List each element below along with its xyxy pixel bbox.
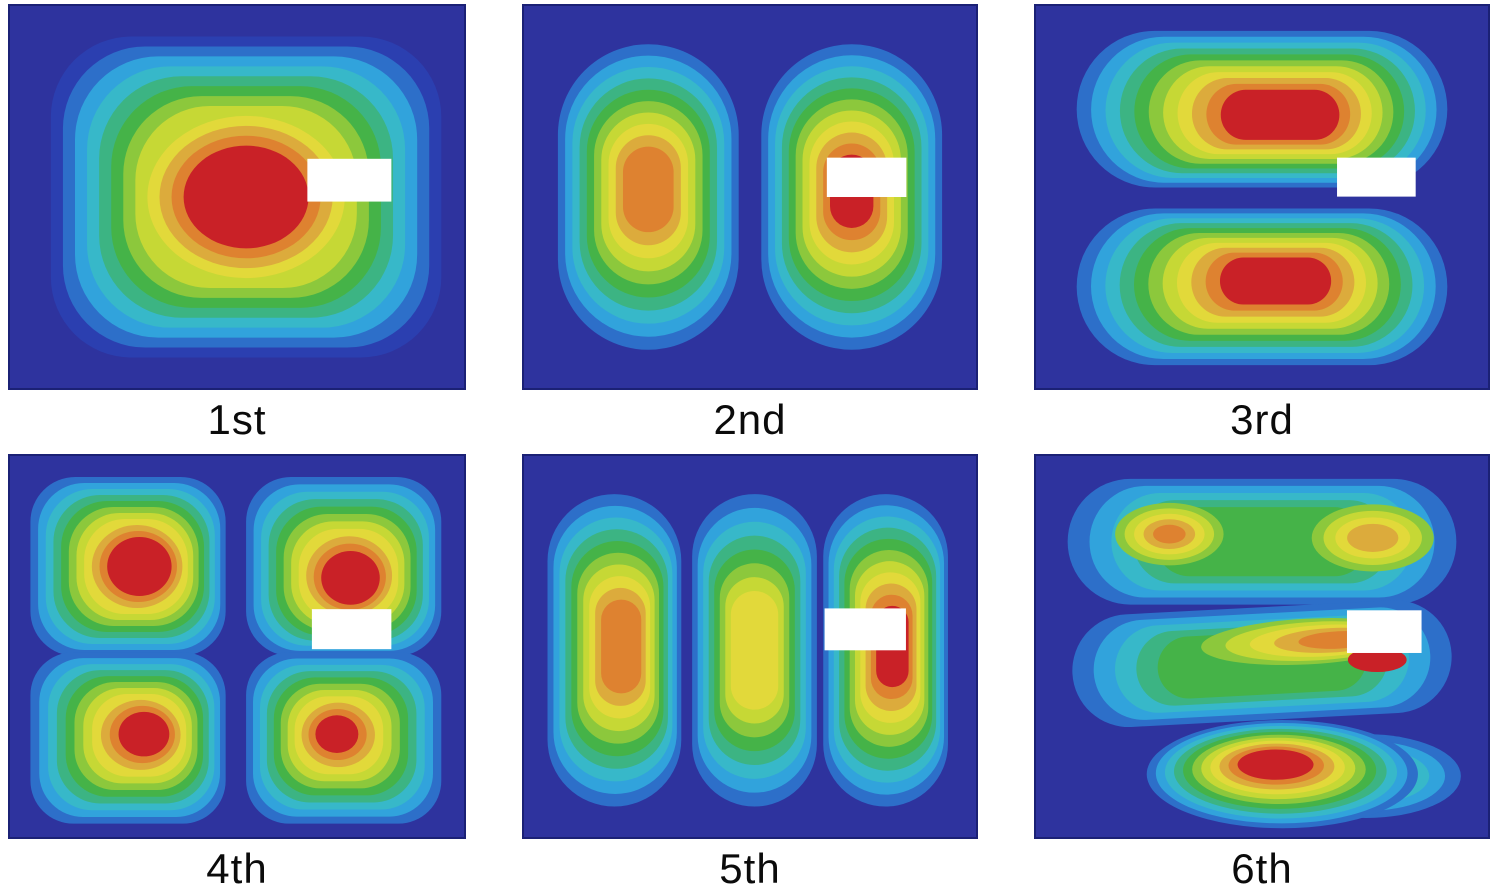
contour-plot-4 [10,456,464,837]
contour-ring [315,715,359,753]
contour-ring [622,146,674,233]
contour-lobe [1146,720,1418,829]
sensor-patch [1346,610,1422,653]
contour-lobe [1311,504,1434,572]
contour-lobe [50,36,442,358]
contour-ring [321,551,380,605]
contour-ring [107,536,172,597]
mode-shape-panel-2 [522,4,978,390]
contour-lobe [1076,30,1448,188]
contour-ring [1347,647,1407,673]
contour-ring [118,711,170,757]
sensor-patch [826,157,907,197]
contour-ring [1219,257,1332,305]
sensor-patch [307,158,392,202]
sensor-patch [311,609,392,650]
panel-caption-5: 5th [719,845,781,892]
contour-plot-1 [10,6,464,388]
panel-caption-6: 6th [1231,845,1293,892]
contour-lobe [30,652,226,824]
contour-ring [1237,749,1314,780]
mode-shape-panel-5 [522,454,978,839]
contour-plot-2 [524,6,976,388]
contour-lobe [557,44,739,350]
contour-ring [601,599,642,694]
panel-caption-1: 1st [207,396,267,443]
contour-lobe [547,494,682,807]
contour-lobe [1076,208,1448,366]
contour-ring [730,590,779,710]
panel-caption-4: 4th [206,845,268,892]
contour-ring [1153,524,1186,544]
contour-lobe [692,494,817,807]
contour-lobe [1115,502,1224,566]
panel-caption-3: 3rd [1230,396,1294,443]
contour-lobe [30,476,226,657]
mode-shape-panel-6 [1034,454,1490,839]
contour-ring [1347,523,1399,552]
contour-lobe [1347,647,1407,673]
contour-lobe [246,652,442,824]
contour-plot-5 [524,456,976,837]
mode-shape-panel-3 [1034,4,1490,390]
contour-plot-3 [1036,6,1488,388]
mode-shape-panel-4 [8,454,466,839]
sensor-patch [1337,157,1416,197]
mode-shape-panel-1 [8,4,466,390]
contour-ring [1220,89,1340,140]
sensor-patch [824,608,906,651]
contour-ring [183,145,309,249]
contour-lobe [246,476,442,657]
panel-caption-2: 2nd [713,396,787,443]
contour-plot-6 [1036,456,1488,837]
